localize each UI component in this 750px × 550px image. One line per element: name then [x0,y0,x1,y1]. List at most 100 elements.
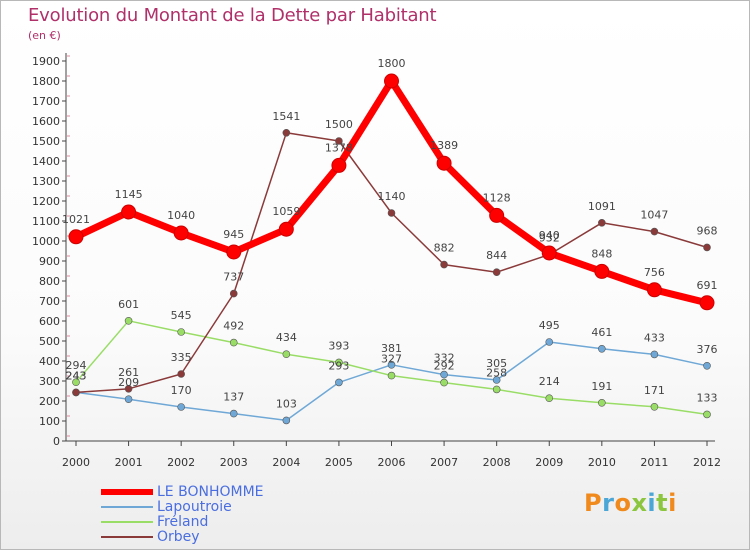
data-point [703,410,711,419]
logo-letter: r [602,489,615,517]
data-label: 376 [697,343,718,356]
data-point [229,338,238,347]
y-tick-label: 200 [39,395,60,408]
x-tick-label: 2003 [220,456,248,469]
logo-letter: P [584,489,603,517]
data-label: 545 [171,309,192,322]
data-label: 1500 [325,118,353,131]
y-tick-label: 700 [39,295,60,308]
data-point [703,361,711,370]
data-point [492,385,501,394]
data-point [173,225,189,241]
y-tick-label: 1300 [32,175,60,188]
data-label: 1541 [272,110,300,123]
logo-letter: i [668,489,677,517]
y-tick-label: 1200 [32,195,60,208]
y-tick-label: 500 [39,335,60,348]
y-tick-label: 1600 [32,115,60,128]
data-point [650,402,659,411]
data-label: 170 [171,384,192,397]
data-point [492,376,501,384]
y-tick-label: 300 [39,375,60,388]
data-label: 293 [328,359,349,372]
legend-label: Orbey [157,529,200,545]
data-point [440,378,448,387]
x-tick-label: 2010 [588,456,616,469]
data-label: 968 [697,224,718,237]
data-point [124,384,133,393]
logo-letter: o [614,489,632,517]
data-label: 292 [434,360,455,373]
data-label: 1145 [115,188,143,201]
data-label: 1091 [588,200,616,213]
data-point [335,378,343,387]
x-tick-label: 2001 [115,456,143,469]
data-point [492,268,501,277]
x-tick-label: 2005 [325,456,353,469]
proxiti-logo: Proxiti [584,489,677,517]
data-label: 258 [486,366,507,379]
logo-letter: x [631,489,648,517]
data-label: 243 [66,369,87,382]
data-label: 327 [381,353,402,366]
y-tick-label: 1000 [32,235,60,248]
data-point [68,229,84,245]
data-label: 492 [223,320,244,333]
data-label: 461 [591,326,612,339]
x-tick-label: 2011 [640,456,668,469]
legend-swatch [101,521,153,523]
legend-swatch [101,506,153,508]
data-point [699,295,715,311]
y-tick-label: 100 [39,415,60,428]
y-tick-label: 1400 [32,155,60,168]
x-tick-label: 2009 [535,456,563,469]
x-tick-label: 2006 [378,456,406,469]
y-tick-label: 1500 [32,135,60,148]
data-point [387,371,396,380]
data-point [72,388,80,397]
data-point [436,155,452,171]
data-label: 335 [171,351,192,364]
data-point [124,316,133,325]
x-tick-label: 2012 [693,456,721,469]
data-point [177,370,185,378]
x-tick-label: 2000 [62,456,90,469]
data-label: 214 [539,375,560,388]
data-label: 433 [644,331,665,344]
chart-subtitle: (en €) [28,29,61,42]
data-label: 1040 [167,209,195,222]
y-tick-label: 1100 [32,215,60,228]
data-label: 1140 [378,190,406,203]
data-point [387,360,396,369]
y-tick-label: 600 [39,315,60,328]
data-point [598,398,606,407]
data-point [282,350,291,359]
data-point [384,73,399,89]
data-point [545,338,554,346]
data-label: 381 [381,342,402,355]
data-label: 737 [223,271,244,284]
logo-letter: i [647,489,657,517]
data-point [703,243,711,252]
data-label: 1378 [325,141,353,154]
data-label: 171 [644,384,665,397]
data-point [278,221,294,237]
data-point [598,219,606,227]
data-label: 332 [434,352,455,365]
data-label: 932 [539,232,560,245]
data-label: 294 [66,359,87,372]
data-label: 844 [486,249,507,262]
data-point [541,245,557,261]
data-point [121,204,137,220]
data-label: 495 [539,319,560,332]
y-tick-label: 800 [39,275,60,288]
data-label: 1047 [640,209,668,222]
data-point [282,129,291,137]
y-tick-label: 400 [39,355,60,368]
chart-title: Evolution du Montant de la Dette par Hab… [28,5,437,26]
data-point [545,394,554,403]
y-tick-label: 1900 [32,55,60,68]
data-point [229,409,238,418]
data-label: 103 [276,397,297,410]
